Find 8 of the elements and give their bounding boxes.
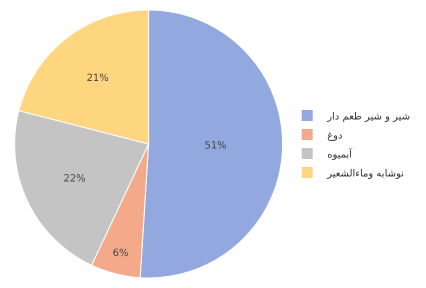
legend-label: آبمیوه xyxy=(327,147,354,160)
data-label: 22% xyxy=(63,173,86,184)
data-label: 51% xyxy=(204,140,227,152)
legend-label: شیر و شیر طعم دار xyxy=(326,111,410,122)
data-label: 21% xyxy=(86,72,109,84)
legend-label: دوغ xyxy=(327,130,342,142)
data-label: 6% xyxy=(112,248,128,259)
legend-label: نوشابه وماءالشعیر xyxy=(326,168,404,180)
